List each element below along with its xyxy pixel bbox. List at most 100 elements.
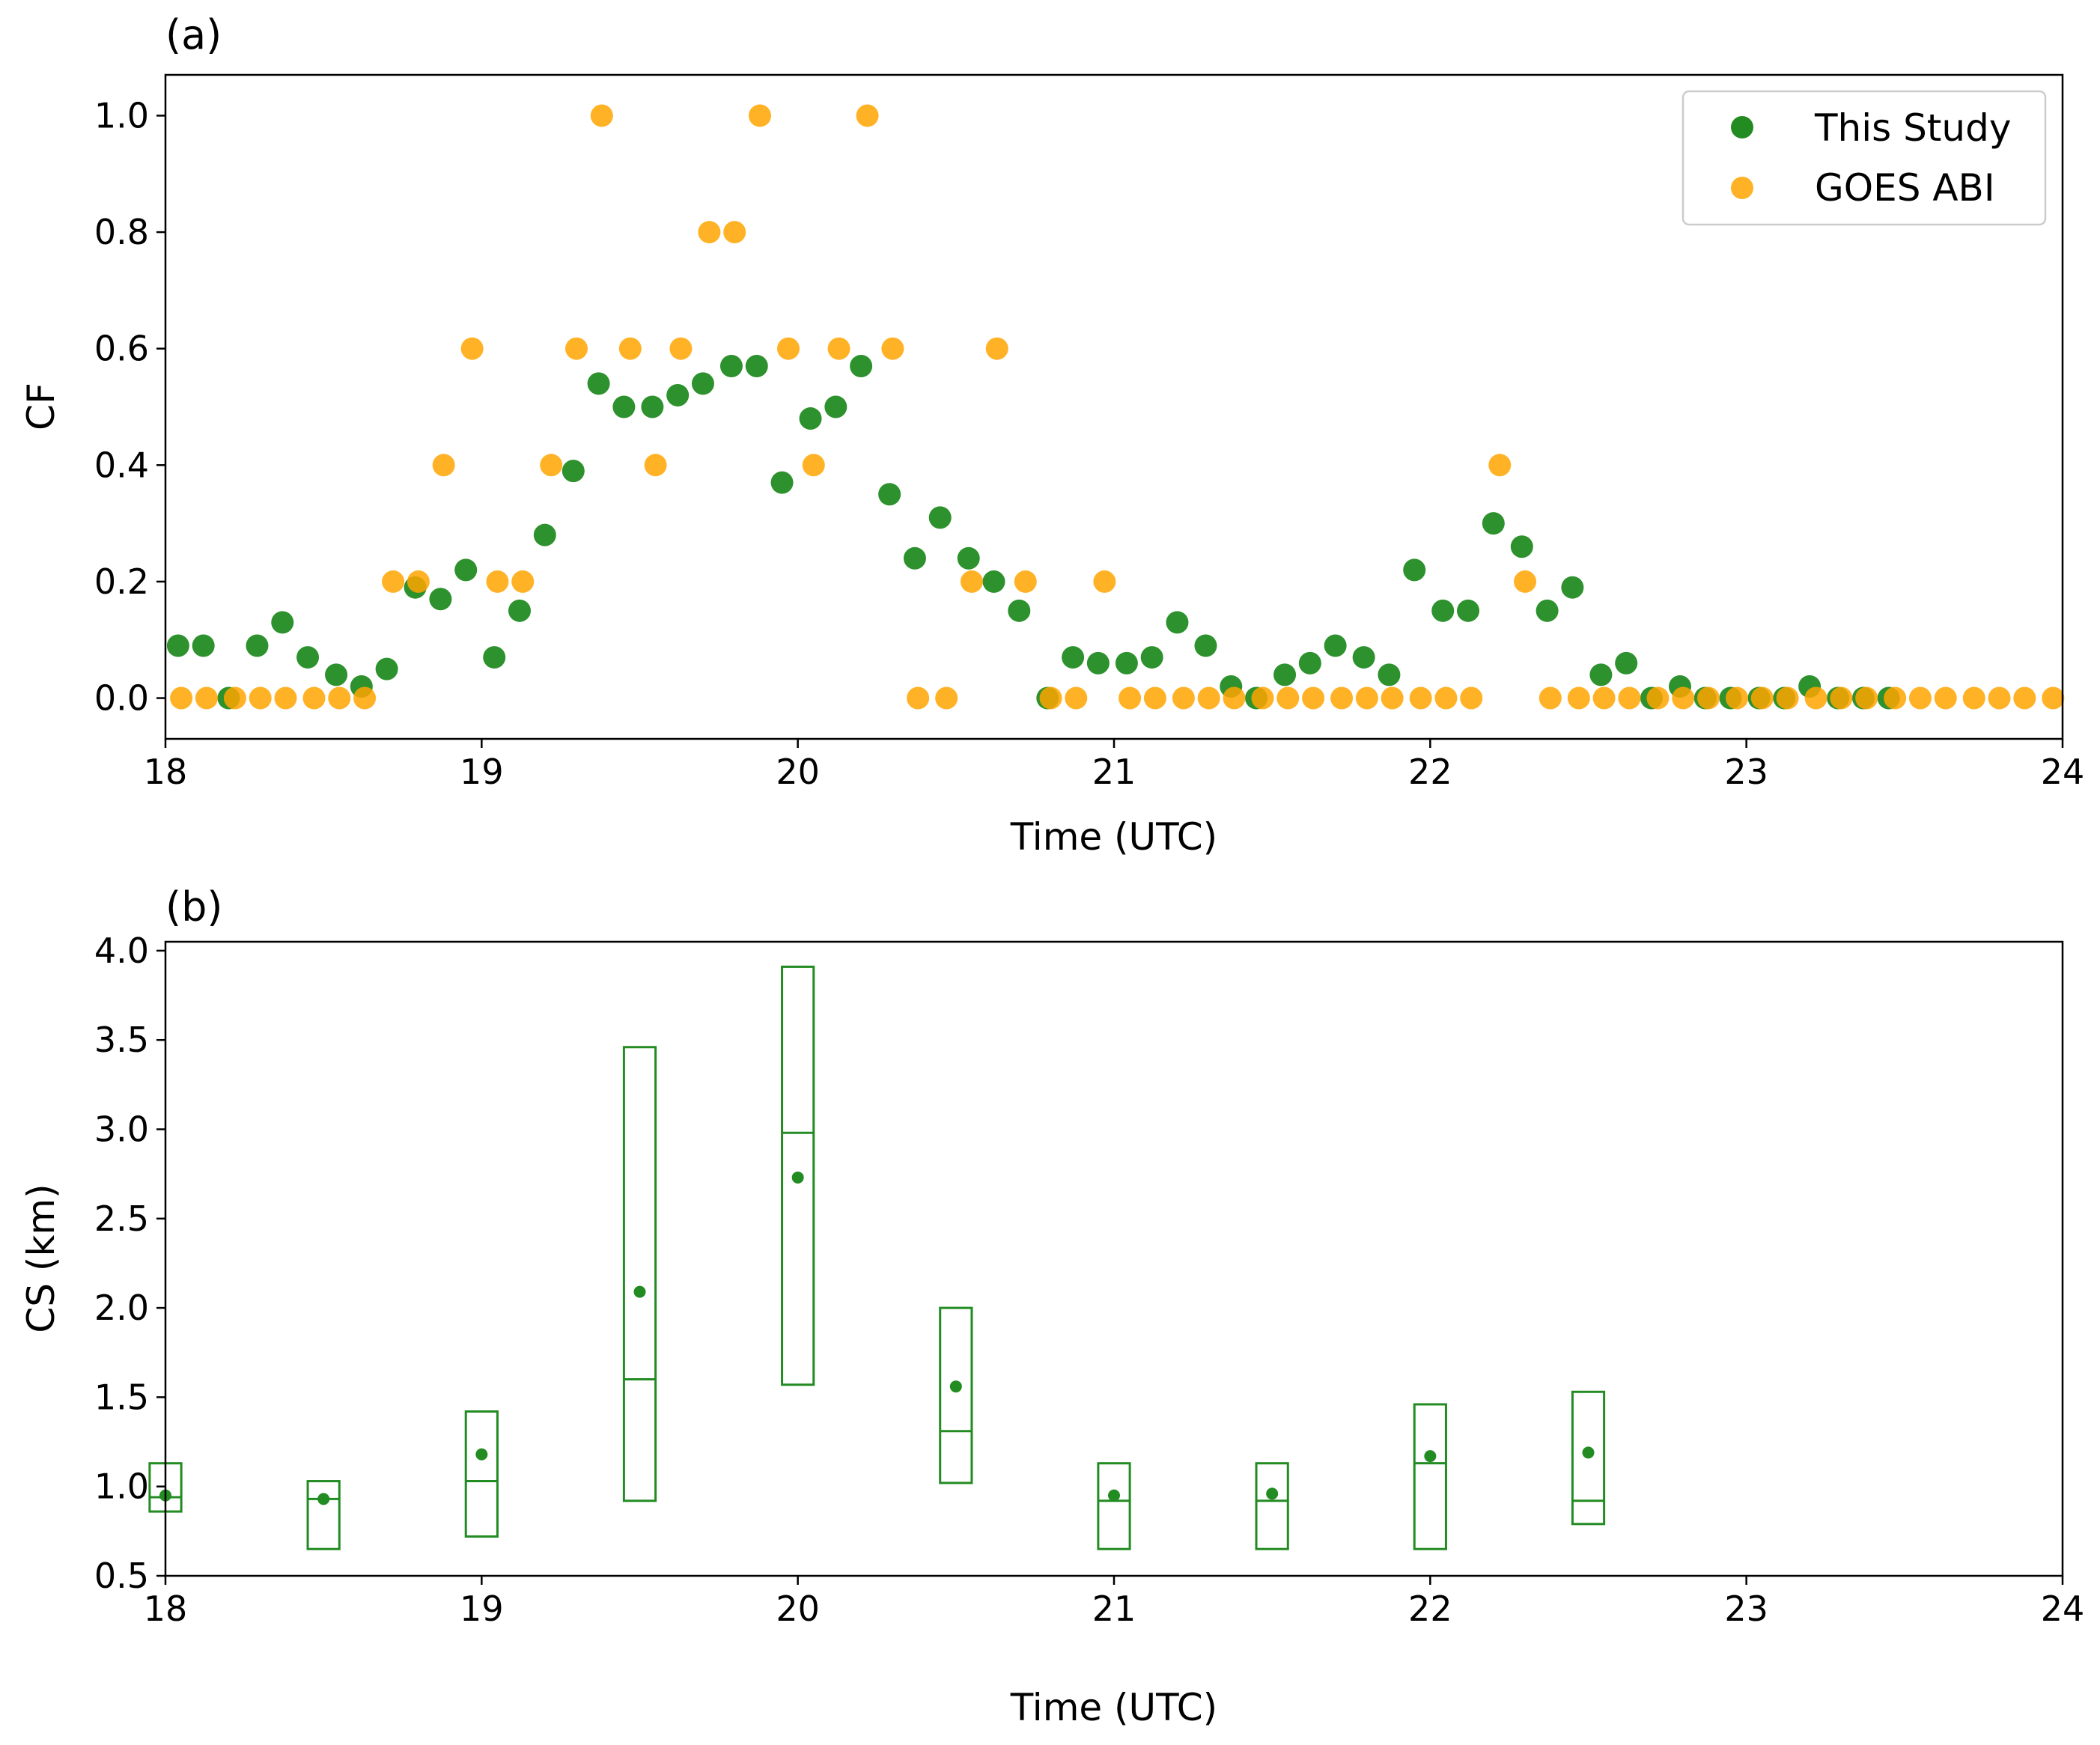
panel-b-y-ticks: 0.5 1.0 1.5 2.0 2.5 3.0 3.5 4.0 <box>94 931 165 1596</box>
goes-abi-point <box>985 337 1008 360</box>
goes-abi-point <box>540 454 563 477</box>
panel-a-cloud-fraction-chart: 18 19 20 21 22 23 24 0.0 0.2 0.4 0.6 0.8 1.0 (a) Ti… <box>19 11 2084 859</box>
this-study-point <box>612 395 636 418</box>
this-study-point <box>666 383 690 406</box>
goes-abi-point <box>935 686 958 710</box>
goes-abi-point <box>1962 686 1985 710</box>
goes-abi-point <box>1276 686 1300 710</box>
goes-abi-point <box>1172 686 1195 710</box>
goes-abi-point <box>1750 686 1774 710</box>
panel-b-x-ticks: 18 19 20 21 22 23 24 <box>144 1576 2084 1629</box>
goes-abi-point <box>1039 686 1062 710</box>
mean-dot <box>791 1171 804 1184</box>
this-study-point <box>1403 558 1426 582</box>
this-study-point <box>1378 663 1401 686</box>
this-study-point <box>1324 634 1347 657</box>
iqr-box <box>1255 1462 1289 1550</box>
goes-abi-point <box>698 221 721 244</box>
iqr-box <box>1571 1390 1606 1526</box>
panel-a-y-tick-label: 1.0 <box>94 95 149 135</box>
goes-abi-point <box>1488 454 1512 477</box>
goes-abi-point <box>802 454 825 477</box>
goes-abi-point <box>249 686 272 710</box>
panel-b-label: (b) <box>165 883 222 931</box>
this-study-point <box>1140 646 1163 669</box>
this-study-point <box>1536 599 1559 622</box>
panel-a-y-tick-label: 0.8 <box>94 212 149 252</box>
goes-abi-point <box>486 570 509 593</box>
goes-abi-point <box>1302 686 1325 710</box>
panel-b-x-axis-label: Time (UTC) <box>1010 1686 1217 1729</box>
goes-abi-point <box>2013 686 2036 710</box>
iqr-box <box>1097 1462 1131 1550</box>
this-study-point <box>745 355 768 378</box>
legend-label-goes-abi: GOES ABI <box>1815 166 1995 210</box>
goes-abi-point <box>1725 686 1748 710</box>
this-study-point <box>982 570 1005 593</box>
this-study-point <box>641 395 664 418</box>
panel-b-y-tick-label: 2.0 <box>94 1288 149 1328</box>
goes-abi-point <box>590 104 613 127</box>
panel-a-x-tick-label: 21 <box>1092 752 1136 792</box>
iqr-box <box>622 1046 657 1502</box>
panel-b-y-tick-label: 2.5 <box>94 1199 149 1239</box>
goes-abi-point <box>1672 686 1695 710</box>
this-study-point <box>454 558 478 582</box>
panel-a-x-tick-label: 24 <box>2041 752 2085 792</box>
this-study-point <box>1273 663 1297 686</box>
this-study-point <box>325 663 348 686</box>
goes-abi-point <box>1093 570 1116 593</box>
mean-dot <box>1582 1446 1595 1459</box>
this-study-point <box>508 599 532 622</box>
this-study-point <box>246 634 269 657</box>
this-study-point <box>799 407 822 430</box>
panel-b-y-axis-label: CS (km) <box>19 1184 63 1333</box>
goes-abi-point <box>1776 686 1799 710</box>
goes-abi-point <box>407 570 430 593</box>
this-study-point <box>483 646 506 669</box>
goes-abi-point <box>1330 686 1354 710</box>
this-study-point <box>587 372 610 395</box>
legend-marker-this-study <box>1731 116 1753 138</box>
goes-abi-point <box>1855 686 1878 710</box>
goes-abi-point <box>1065 686 1088 710</box>
panel-b-x-tick-label: 19 <box>460 1589 504 1629</box>
goes-abi-point <box>776 337 800 360</box>
panel-a-y-tick-label: 0.6 <box>94 329 149 369</box>
goes-abi-point <box>723 221 746 244</box>
panel-b-y-tick-label: 0.5 <box>94 1556 149 1596</box>
panel-b-x-tick-label: 21 <box>1092 1589 1136 1629</box>
goes-abi-point <box>1618 686 1641 710</box>
goes-abi-point <box>618 337 642 360</box>
panel-b-x-tick-label: 18 <box>144 1589 188 1629</box>
goes-abi-point <box>644 454 667 477</box>
this-study-point <box>1194 634 1217 657</box>
goes-abi-point <box>1592 686 1616 710</box>
goes-abi-point <box>1988 686 2011 710</box>
goes-abi-point <box>302 686 326 710</box>
this-study-point <box>1482 512 1505 535</box>
panel-a-x-ticks: 18 19 20 21 22 23 24 <box>144 739 2085 792</box>
goes-abi-point <box>669 337 693 360</box>
panel-b-x-tick-label: 20 <box>776 1589 820 1629</box>
mean-dot <box>1266 1487 1279 1500</box>
goes-abi-point <box>274 686 297 710</box>
this-study-point <box>691 372 714 395</box>
iqr-box <box>939 1306 973 1484</box>
panel-a-legend: This Study GOES ABI <box>1681 90 2047 226</box>
legend-label-this-study: This Study <box>1814 106 2011 150</box>
goes-abi-point <box>1119 686 1142 710</box>
legend-frame <box>1681 90 2047 226</box>
this-study-point <box>1352 646 1375 669</box>
mean-dot <box>475 1448 488 1461</box>
panel-a-x-axis-label: Time (UTC) <box>1010 815 1217 859</box>
this-study-point <box>1589 663 1613 686</box>
goes-abi-point <box>907 686 930 710</box>
panel-b-cloud-size-chart: 18 19 20 21 22 23 24 0.51.01.52.02.53.03.54.0 … <box>19 883 2084 1729</box>
panel-a-x-tick-label: 18 <box>144 752 188 792</box>
this-study-point <box>296 646 320 669</box>
this-study-point <box>770 471 794 494</box>
goes-abi-point <box>856 104 879 127</box>
this-study-point <box>1615 651 1638 674</box>
